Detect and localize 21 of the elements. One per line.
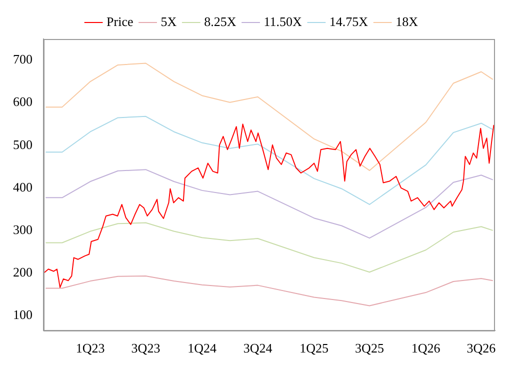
legend-label: 11.50X [264, 14, 303, 29]
legend-label: 18X [396, 14, 419, 29]
y-tick-label: 100 [13, 306, 32, 322]
y-tick-label: 500 [13, 136, 32, 152]
x-tick-label: 3Q24 [243, 340, 273, 356]
legend-label: 14.75X [329, 14, 369, 29]
x-tick-label: 1Q24 [188, 340, 218, 356]
y-tick-label: 200 [13, 264, 32, 280]
x-tick-label: 1Q23 [76, 340, 105, 356]
x-tick-label: 3Q25 [355, 340, 384, 356]
legend-label: Price [106, 14, 134, 29]
y-tick-label: 700 [13, 52, 32, 67]
legend-label: 5X [160, 14, 178, 29]
x-tick-label: 3Q26 [466, 340, 496, 356]
y-tick-label: 400 [13, 179, 32, 194]
y-tick-label: 600 [13, 94, 32, 110]
x-tick-label: 1Q25 [300, 340, 329, 356]
legend-label: 8.25X [204, 14, 237, 29]
x-tick-label: 1Q26 [411, 340, 441, 356]
x-tick-label: 3Q23 [131, 340, 160, 356]
y-tick-label: 300 [13, 222, 32, 237]
